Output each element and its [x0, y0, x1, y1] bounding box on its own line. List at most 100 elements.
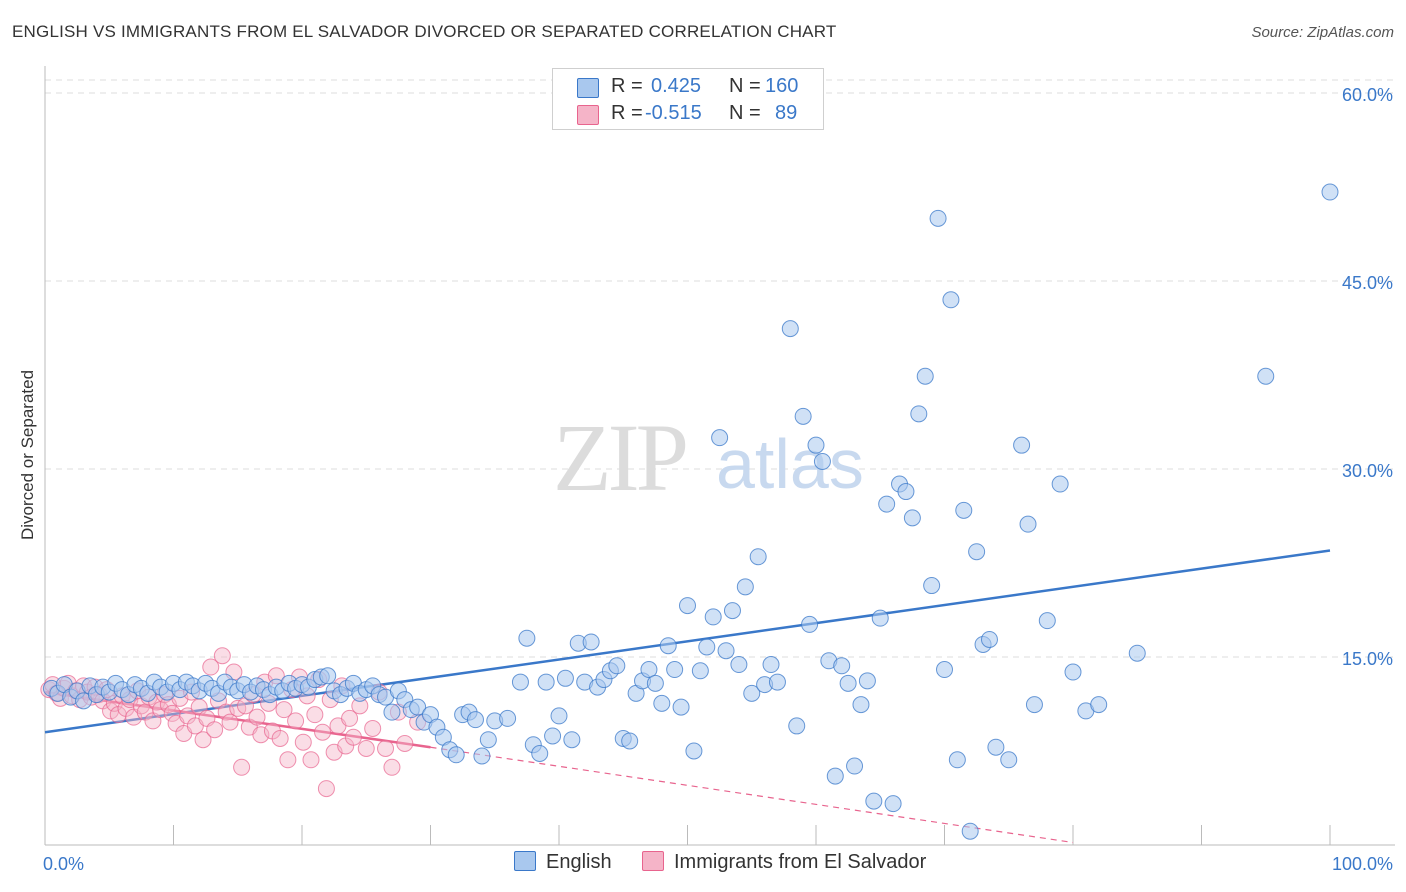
point-english [550, 707, 568, 725]
point-english [711, 429, 729, 447]
point-english [383, 703, 401, 721]
point-english [736, 578, 754, 596]
point-english [813, 452, 831, 470]
point-english [544, 727, 562, 745]
point-english [531, 745, 549, 763]
point-english [807, 436, 825, 454]
point-salvador [233, 758, 251, 776]
axis-labels: 15.0% 30.0% 45.0% 60.0% 0.0% 100.0% Divorced o… [18, 85, 1393, 874]
point-english [903, 509, 921, 527]
watermark: ZIP atlas [553, 404, 864, 511]
x-tick-label-min: 0.0% [43, 854, 84, 874]
bottom-legend-swatch-salvador [642, 851, 664, 871]
point-english [563, 731, 581, 749]
legend-n-label: N = [729, 102, 761, 124]
point-english [801, 615, 819, 633]
point-english [923, 577, 941, 595]
watermark-atlas: atlas [716, 425, 864, 503]
point-english [1128, 644, 1146, 662]
point-english [781, 320, 799, 338]
point-english [865, 792, 883, 810]
y-tick-label: 60.0% [1342, 85, 1393, 105]
point-english [679, 597, 696, 615]
point-english [466, 711, 484, 729]
point-salvador [357, 739, 375, 757]
point-english [980, 630, 998, 648]
source-label: Source: ZipAtlas.com [1251, 24, 1394, 41]
point-salvador [213, 647, 231, 665]
legend-r-value-english: 0.425 [651, 75, 702, 97]
point-english [717, 642, 735, 660]
point-salvador [317, 780, 335, 798]
y-tick-label: 45.0% [1342, 273, 1393, 293]
point-english [884, 795, 902, 813]
point-english [659, 637, 677, 655]
point-english [518, 629, 536, 647]
point-english [511, 673, 529, 691]
point-english [1090, 696, 1108, 714]
point-english [871, 609, 889, 627]
point-english [916, 367, 934, 385]
point-english [749, 548, 767, 566]
point-salvador [279, 751, 297, 769]
point-english [640, 661, 658, 679]
point-salvador [275, 701, 293, 719]
point-english [1025, 696, 1043, 714]
point-english [672, 698, 690, 716]
point-salvador [344, 728, 362, 746]
point-english [653, 694, 671, 712]
legend: R = 0.425 N = 160 R = -0.515 N = 89 [552, 68, 824, 130]
y-axis-label: Divorced or Separated [18, 370, 37, 540]
point-english [929, 209, 947, 227]
point-english [858, 672, 876, 690]
point-salvador [314, 723, 332, 741]
watermark-zip: ZIP [553, 404, 686, 511]
point-english [698, 638, 716, 656]
point-english [691, 662, 709, 680]
point-salvador [341, 709, 359, 727]
point-salvador [396, 734, 414, 752]
point-salvador [248, 708, 266, 726]
point-english [646, 674, 664, 692]
legend-swatch-english [577, 78, 599, 98]
point-english [826, 767, 844, 785]
legend-n-value-english: 160 [765, 75, 799, 97]
point-english [1000, 751, 1018, 769]
point-english [1019, 515, 1037, 533]
axes [44, 66, 1395, 846]
point-salvador [287, 712, 305, 730]
point-english [730, 656, 748, 674]
point-english [473, 747, 491, 765]
point-english [556, 669, 574, 687]
point-english [955, 501, 973, 519]
point-english [794, 407, 812, 425]
point-salvador [302, 751, 320, 769]
point-english [968, 543, 986, 561]
point-salvador [364, 719, 382, 737]
point-english [743, 684, 761, 702]
chart-title: ENGLISH VS IMMIGRANTS FROM EL SALVADOR D… [12, 22, 837, 41]
point-english [582, 633, 600, 651]
legend-n-label: N = [729, 75, 761, 97]
point-english [704, 608, 722, 626]
point-english [942, 291, 960, 309]
point-english [479, 731, 497, 749]
point-english [833, 657, 851, 675]
point-english [685, 742, 703, 760]
point-salvador [221, 713, 239, 731]
point-salvador [271, 729, 289, 747]
point-salvador [306, 706, 324, 724]
point-english [936, 661, 953, 679]
point-english [839, 674, 857, 692]
point-salvador [294, 733, 312, 751]
point-english [961, 822, 979, 840]
point-salvador [377, 739, 395, 757]
point-english [897, 483, 915, 501]
legend-r-value-salvador: -0.515 [645, 102, 702, 124]
point-english [878, 495, 896, 513]
point-english [621, 732, 639, 750]
point-english [948, 751, 966, 769]
legend-r-label: R = [611, 102, 643, 124]
point-english [788, 717, 806, 735]
